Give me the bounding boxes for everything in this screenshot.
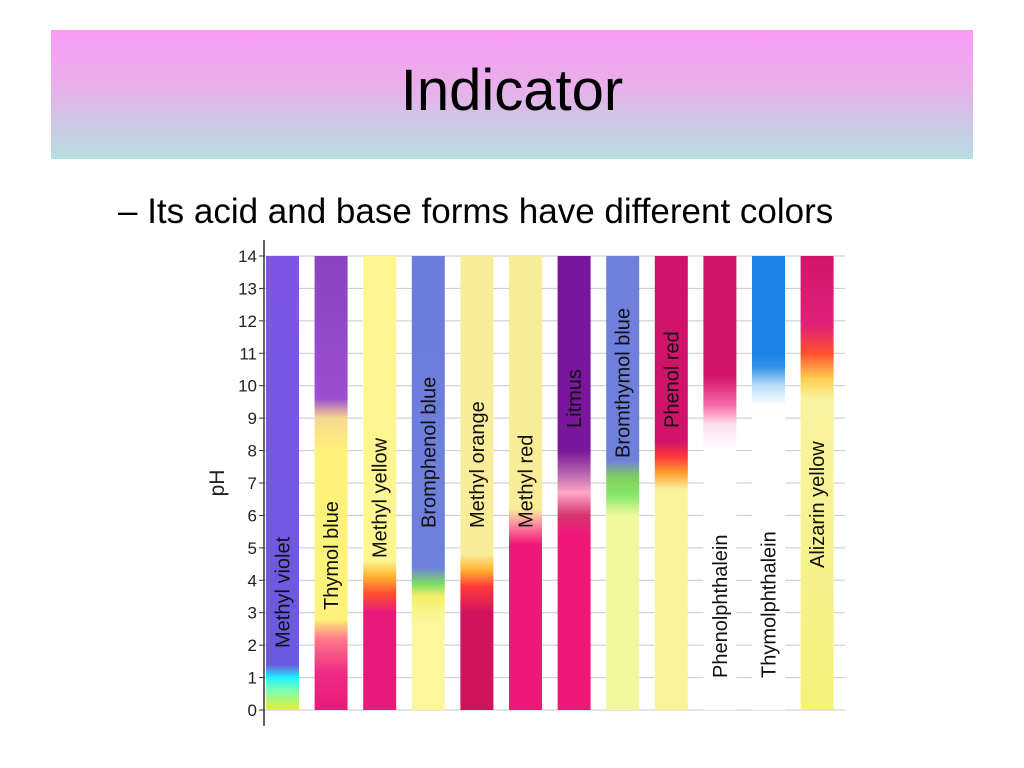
y-tick-label: 7 (248, 474, 257, 493)
y-tick-label: 1 (248, 669, 257, 688)
indicator-bar (800, 256, 834, 710)
indicator-label: Thymolphthalein (759, 531, 781, 678)
y-tick-label: 2 (248, 636, 257, 655)
y-tick-label: 5 (248, 539, 257, 558)
indicator-label: Methyl orange (467, 401, 489, 528)
y-tick-label: 14 (238, 247, 257, 266)
indicator-bar (654, 256, 688, 710)
slide-title: Indicator (400, 58, 624, 123)
indicator-bar (606, 256, 640, 710)
y-tick-label: 0 (248, 701, 257, 720)
y-tick-label: 6 (248, 506, 257, 525)
bullet-text: – Its acid and base forms have different… (118, 192, 834, 231)
indicator-label: Phenol red (661, 331, 683, 428)
indicator-label: Bromphenol blue (418, 377, 440, 528)
y-tick-label: 9 (248, 409, 257, 428)
y-tick-label: 12 (238, 312, 257, 331)
indicator-bar (703, 256, 737, 710)
indicator-label: Methyl violet (273, 536, 295, 648)
indicator-label: Thymol blue (321, 501, 343, 610)
indicator-chart: Methyl violet Thymol blue Methyl yellow Bro… (190, 238, 850, 730)
y-tick-label: 3 (248, 604, 257, 623)
indicator-bar (411, 256, 445, 710)
indicator-bar (266, 256, 299, 710)
y-tick-label: 4 (248, 571, 257, 590)
y-axis-title: pH (206, 470, 229, 497)
indicator-bar (557, 256, 591, 710)
indicator-label: Litmus (564, 369, 586, 428)
indicator-bar (509, 256, 542, 710)
y-tick-label: 10 (238, 377, 257, 396)
indicator-bar (752, 256, 785, 710)
y-tick-label: 11 (239, 344, 257, 363)
indicator-bar (460, 256, 494, 710)
indicator-chart-svg: Methyl violet Thymol blue Methyl yellow Bro… (206, 240, 845, 726)
y-tick-label: 13 (238, 279, 257, 298)
title-band (51, 30, 973, 159)
indicator-label: Phenolphthalein (710, 535, 732, 678)
indicator-bar (314, 256, 348, 710)
indicator-label: Alizarin yellow (807, 441, 829, 568)
indicator-label: Methyl red (516, 435, 538, 528)
indicator-bar (363, 256, 397, 710)
y-tick-label: 8 (248, 442, 257, 461)
indicator-label: Methyl yellow (370, 437, 392, 558)
grid-lines (264, 255, 845, 711)
indicator-label: Bromthymol blue (613, 308, 635, 458)
